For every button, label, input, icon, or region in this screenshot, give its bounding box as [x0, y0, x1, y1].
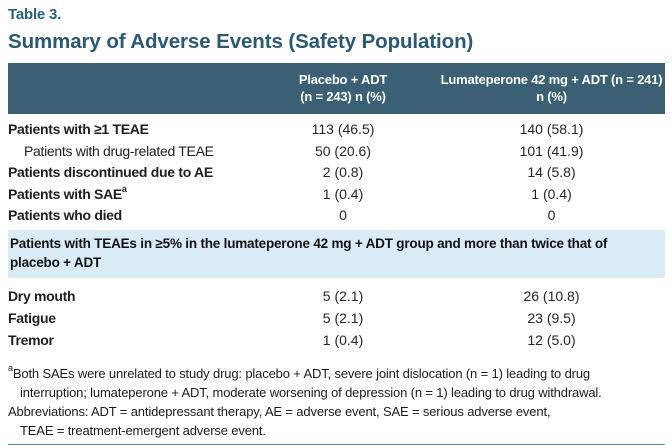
placebo-value: 0	[339, 207, 347, 223]
placebo-value: 113 (46.5)	[311, 121, 375, 137]
table-row: Patients with drug-related TEAE 50 (20.6)…	[8, 141, 665, 163]
lumateperone-value: 1 (0.4)	[531, 185, 572, 202]
row-label: Patients who died	[8, 207, 122, 223]
lumateperone-value: 14 (5.8)	[527, 164, 576, 180]
section-header-line1: Patients with TEAEs in ≥5% in the lumate…	[10, 235, 608, 251]
table-label: Table 3.	[8, 6, 62, 23]
table-row: Tremor 1 (0.4) 12 (5.0)	[8, 329, 665, 351]
lumateperone-value: 12 (5.0)	[527, 331, 576, 348]
footnote-line: Abbreviations: ADT = antidepressant ther…	[8, 403, 551, 419]
table-header-row: Placebo + ADT (n = 243) n (%) Lumatepero…	[8, 63, 665, 114]
footnote-line: interruption; lumateperone + ADT, modera…	[20, 384, 602, 400]
footnote-line: aBoth SAEs were unrelated to study drug:…	[8, 363, 590, 381]
footnote-line: TEAE = treatment-emergent adverse event.	[20, 422, 266, 438]
table-row: Fatigue 5 (2.1) 23 (9.5)	[8, 307, 665, 329]
row-label: Tremor	[8, 331, 54, 348]
page-title: Summary of Adverse Events (Safety Popula…	[8, 30, 474, 53]
row-label: Patients with drug-related TEAE	[24, 142, 214, 159]
row-label: Patients with ≥1 TEAE	[8, 121, 149, 137]
placebo-value: 50 (20.6)	[314, 142, 372, 159]
lumateperone-value: 0	[547, 207, 556, 223]
lumateperone-value: 140 (58.1)	[519, 121, 584, 137]
table-row: Patients who died 0 0	[8, 205, 665, 227]
table-body-bottom: Dry mouth 5 (2.1) 26 (10.8) Fatigue 5 (2.1) 2…	[8, 285, 665, 351]
header-placebo-line2: (n = 243) n (%)	[300, 88, 386, 104]
section-header-band: Patients with TEAEs in ≥5% in the lumate…	[8, 229, 665, 278]
adverse-events-table: Placebo + ADT (n = 243) n (%) Lumatepero…	[8, 63, 665, 351]
header-lumateperone-line2: n (%)	[536, 88, 567, 104]
table-row: Dry mouth 5 (2.1) 26 (10.8)	[8, 285, 665, 307]
lumateperone-value: 26 (10.8)	[523, 287, 580, 304]
header-placebo-line1: Placebo + ADT	[298, 72, 388, 87]
table-body-top: Patients with ≥1 TEAE 113 (46.5) 140 (58.1…	[8, 119, 665, 227]
placebo-value: 1 (0.4)	[322, 185, 364, 202]
footnote-marker: a	[8, 363, 13, 374]
header-lumateperone-column: Lumateperone 42 mg + ADT (n = 241) n (%)	[438, 72, 665, 105]
row-label: Patients with SAEa	[8, 183, 127, 202]
bottom-rule	[8, 443, 665, 445]
header-lumateperone-line1: Lumateperone 42 mg + ADT (n = 241)	[440, 72, 663, 87]
table-row: Patients with SAEa 1 (0.4) 1 (0.4)	[8, 184, 665, 206]
header-placebo-column: Placebo + ADT (n = 243) n (%)	[248, 72, 438, 105]
row-label: Dry mouth	[8, 287, 76, 304]
row-label: Patients discontinued due to AE	[8, 164, 213, 180]
placebo-value: 1 (0.4)	[322, 331, 364, 348]
footnotes: aBoth SAEs were unrelated to study drug:…	[8, 364, 665, 440]
lumateperone-value: 101 (41.9)	[519, 142, 584, 159]
lumateperone-value: 23 (9.5)	[527, 309, 576, 326]
placebo-value: 5 (2.1)	[322, 287, 364, 304]
row-label: Fatigue	[8, 309, 56, 326]
table-row: Patients discontinued due to AE 2 (0.8) 14…	[8, 162, 665, 184]
placebo-value: 5 (2.1)	[322, 309, 364, 326]
table-row: Patients with ≥1 TEAE 113 (46.5) 140 (58.1…	[8, 119, 665, 141]
placebo-value: 2 (0.8)	[322, 164, 364, 180]
section-header-line2: placebo + ADT	[10, 255, 102, 270]
footnote-marker: a	[121, 183, 127, 194]
